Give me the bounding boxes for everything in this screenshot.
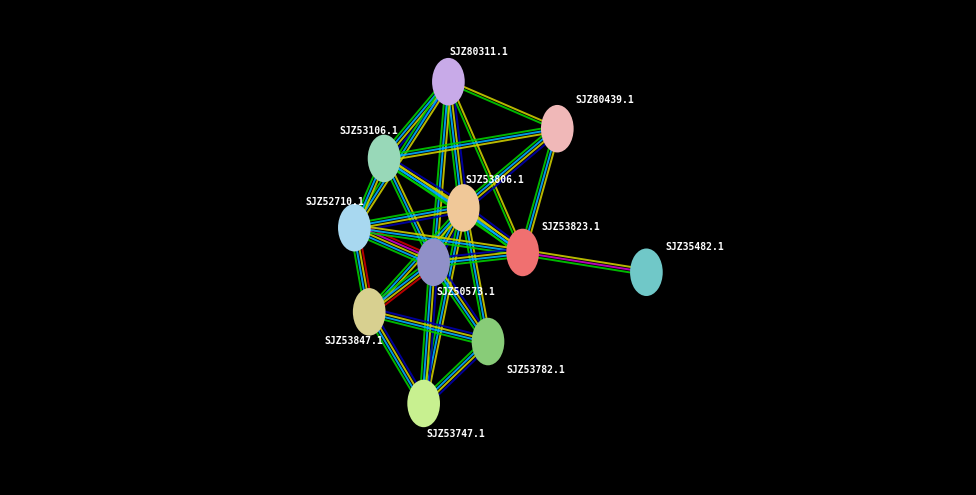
Text: SJZ80439.1: SJZ80439.1 [576,95,634,105]
Text: SJZ53823.1: SJZ53823.1 [542,222,600,232]
Ellipse shape [432,58,465,105]
Text: SJZ53847.1: SJZ53847.1 [325,336,384,346]
Ellipse shape [541,105,574,152]
Ellipse shape [353,288,386,336]
Ellipse shape [338,204,371,251]
Text: SJZ50573.1: SJZ50573.1 [436,287,495,297]
Ellipse shape [630,248,663,296]
Ellipse shape [407,380,440,427]
Ellipse shape [417,239,450,286]
Ellipse shape [447,184,479,232]
Text: SJZ53106.1: SJZ53106.1 [340,126,398,136]
Text: SJZ53782.1: SJZ53782.1 [507,365,565,375]
Text: SJZ53747.1: SJZ53747.1 [427,429,485,439]
Text: SJZ80311.1: SJZ80311.1 [449,47,508,57]
Ellipse shape [507,229,539,276]
Ellipse shape [471,318,505,365]
Ellipse shape [368,135,400,182]
Text: SJZ53806.1: SJZ53806.1 [466,175,524,185]
Text: SJZ52710.1: SJZ52710.1 [305,197,365,207]
Text: SJZ35482.1: SJZ35482.1 [666,242,724,251]
